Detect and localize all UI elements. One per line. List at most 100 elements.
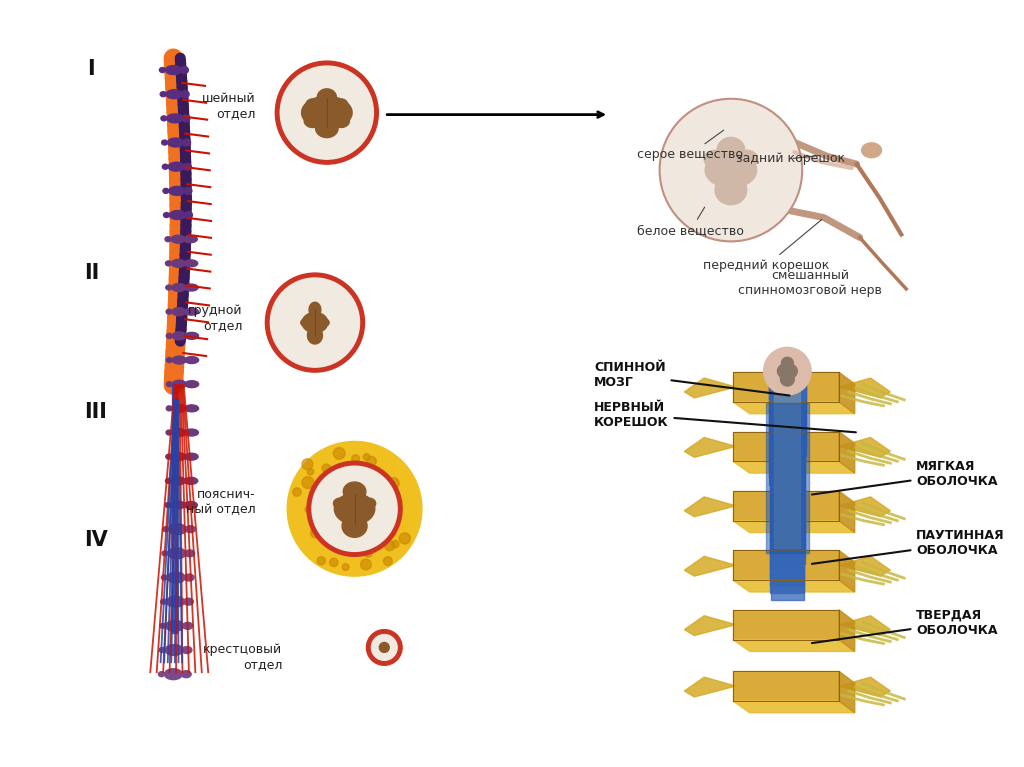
Ellipse shape xyxy=(182,139,190,146)
Polygon shape xyxy=(839,432,855,473)
Bar xyxy=(769,401,806,420)
Polygon shape xyxy=(335,99,347,110)
Circle shape xyxy=(307,469,313,475)
Polygon shape xyxy=(839,372,855,413)
Circle shape xyxy=(302,476,313,489)
Ellipse shape xyxy=(182,115,189,122)
Ellipse shape xyxy=(169,524,186,535)
Ellipse shape xyxy=(172,332,186,340)
Text: смешанный
спинномозговой нерв: смешанный спинномозговой нерв xyxy=(738,269,882,297)
Polygon shape xyxy=(343,482,366,501)
Polygon shape xyxy=(319,319,329,326)
Ellipse shape xyxy=(164,212,169,218)
Circle shape xyxy=(330,558,338,567)
Polygon shape xyxy=(839,491,855,532)
Ellipse shape xyxy=(163,527,169,532)
Ellipse shape xyxy=(166,285,172,290)
Circle shape xyxy=(364,453,370,460)
Ellipse shape xyxy=(182,647,191,653)
Polygon shape xyxy=(733,580,855,592)
Bar xyxy=(769,458,805,478)
Text: серое вещество: серое вещество xyxy=(637,130,742,161)
Circle shape xyxy=(270,278,359,367)
Ellipse shape xyxy=(171,259,185,268)
Circle shape xyxy=(365,549,373,557)
Ellipse shape xyxy=(166,621,183,631)
Ellipse shape xyxy=(169,211,185,219)
Polygon shape xyxy=(306,99,319,110)
Bar xyxy=(769,451,806,471)
Circle shape xyxy=(385,541,394,551)
Polygon shape xyxy=(307,327,323,344)
Bar xyxy=(770,573,804,593)
Ellipse shape xyxy=(184,260,198,267)
Circle shape xyxy=(265,273,365,372)
Ellipse shape xyxy=(172,429,186,436)
Polygon shape xyxy=(717,137,744,163)
Circle shape xyxy=(351,455,359,463)
Ellipse shape xyxy=(181,91,189,97)
Bar xyxy=(770,580,804,600)
Ellipse shape xyxy=(172,404,186,413)
Polygon shape xyxy=(301,319,310,326)
Ellipse shape xyxy=(168,163,184,171)
Ellipse shape xyxy=(184,574,194,581)
Circle shape xyxy=(360,559,372,570)
Polygon shape xyxy=(733,432,839,461)
Ellipse shape xyxy=(861,143,882,158)
Circle shape xyxy=(372,634,397,660)
Polygon shape xyxy=(317,89,336,106)
Text: I: I xyxy=(87,59,95,79)
Circle shape xyxy=(764,347,811,395)
Circle shape xyxy=(305,506,311,512)
Ellipse shape xyxy=(163,164,168,170)
Polygon shape xyxy=(780,372,795,386)
Polygon shape xyxy=(684,616,736,636)
Polygon shape xyxy=(333,114,349,127)
Text: задний корешок: задний корешок xyxy=(736,152,845,165)
Polygon shape xyxy=(766,403,809,553)
Text: шейный
отдел: шейный отдел xyxy=(202,92,256,120)
Ellipse shape xyxy=(163,189,169,193)
Circle shape xyxy=(275,61,378,164)
Bar xyxy=(769,372,806,392)
Bar xyxy=(770,522,805,542)
Polygon shape xyxy=(839,497,890,517)
Polygon shape xyxy=(733,402,855,413)
Bar xyxy=(769,444,806,463)
Polygon shape xyxy=(839,616,890,636)
Text: ТВЕРДАЯ
ОБОЛОЧКА: ТВЕРДАЯ ОБОЛОЧКА xyxy=(812,608,997,643)
Ellipse shape xyxy=(162,551,168,556)
Text: II: II xyxy=(84,263,99,283)
Polygon shape xyxy=(334,498,347,509)
Circle shape xyxy=(364,548,371,555)
Ellipse shape xyxy=(184,429,199,436)
Ellipse shape xyxy=(165,502,171,508)
Ellipse shape xyxy=(183,598,194,605)
Ellipse shape xyxy=(172,453,185,461)
Bar xyxy=(769,387,806,407)
Polygon shape xyxy=(839,437,890,457)
Circle shape xyxy=(389,529,396,536)
Polygon shape xyxy=(733,551,839,580)
Ellipse shape xyxy=(160,624,166,628)
Polygon shape xyxy=(733,610,839,640)
Ellipse shape xyxy=(160,67,166,73)
Ellipse shape xyxy=(159,672,165,676)
Text: III: III xyxy=(84,402,108,422)
Ellipse shape xyxy=(159,647,165,653)
Ellipse shape xyxy=(166,430,172,435)
Polygon shape xyxy=(302,97,352,129)
Polygon shape xyxy=(839,551,855,592)
Ellipse shape xyxy=(168,548,185,559)
Circle shape xyxy=(659,99,802,242)
Polygon shape xyxy=(733,640,855,651)
Ellipse shape xyxy=(160,92,166,97)
Ellipse shape xyxy=(184,308,199,315)
Ellipse shape xyxy=(161,116,167,121)
Bar xyxy=(769,472,805,492)
Bar xyxy=(769,436,806,456)
Bar xyxy=(769,408,806,428)
Circle shape xyxy=(399,533,411,544)
Polygon shape xyxy=(684,677,736,697)
